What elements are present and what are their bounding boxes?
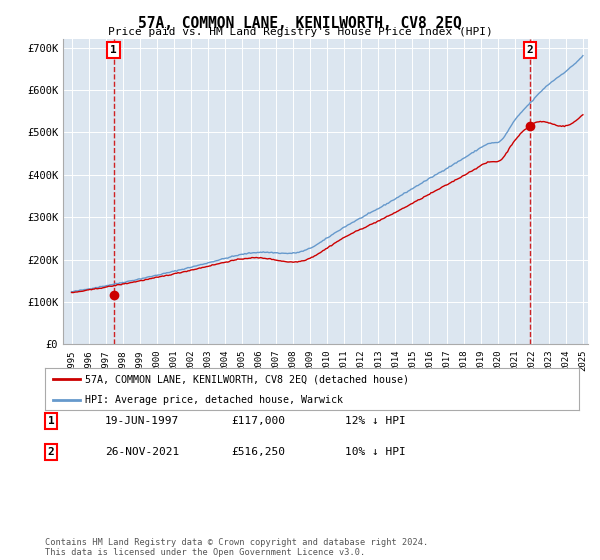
Text: Contains HM Land Registry data © Crown copyright and database right 2024.
This d: Contains HM Land Registry data © Crown c…: [45, 538, 428, 557]
Text: 57A, COMMON LANE, KENILWORTH, CV8 2EQ (detached house): 57A, COMMON LANE, KENILWORTH, CV8 2EQ (d…: [85, 374, 409, 384]
Text: £516,250: £516,250: [231, 447, 285, 457]
Text: £117,000: £117,000: [231, 416, 285, 426]
Text: 12% ↓ HPI: 12% ↓ HPI: [345, 416, 406, 426]
Text: 2: 2: [47, 447, 55, 457]
Text: Price paid vs. HM Land Registry's House Price Index (HPI): Price paid vs. HM Land Registry's House …: [107, 27, 493, 37]
Text: 57A, COMMON LANE, KENILWORTH, CV8 2EQ: 57A, COMMON LANE, KENILWORTH, CV8 2EQ: [138, 16, 462, 31]
Text: 19-JUN-1997: 19-JUN-1997: [105, 416, 179, 426]
Text: 1: 1: [47, 416, 55, 426]
Text: HPI: Average price, detached house, Warwick: HPI: Average price, detached house, Warw…: [85, 395, 343, 405]
Text: 10% ↓ HPI: 10% ↓ HPI: [345, 447, 406, 457]
Text: 2: 2: [527, 45, 533, 55]
Text: 1: 1: [110, 45, 117, 55]
Text: 26-NOV-2021: 26-NOV-2021: [105, 447, 179, 457]
